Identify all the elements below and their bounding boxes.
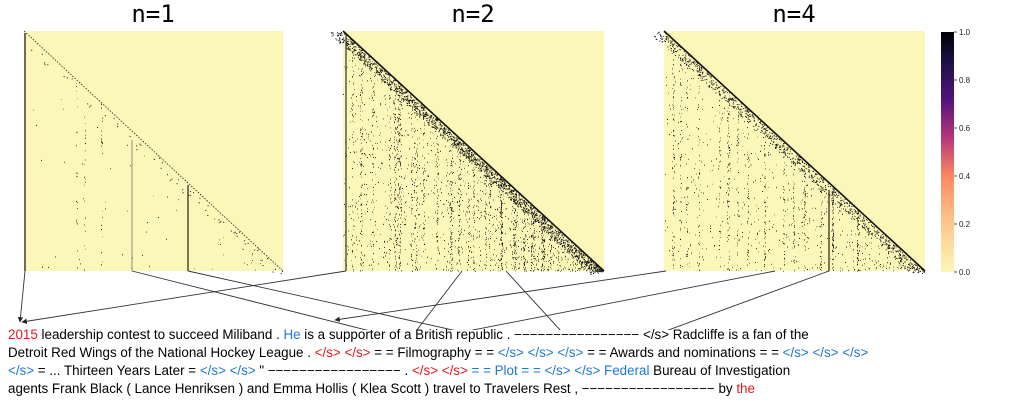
passage-line: agents Frank Black ( Lance Henriksen ) a… bbox=[8, 380, 1022, 398]
passage-line: 2015 leadership contest to succeed Milib… bbox=[8, 326, 1022, 344]
connector-arrow bbox=[22, 271, 346, 322]
connector-arrow bbox=[132, 271, 394, 330]
text-passage: 2015 leadership contest to succeed Milib… bbox=[8, 326, 1022, 398]
highlighted-token: </s> bbox=[8, 363, 34, 378]
highlighted-token: </s> </s> </s> bbox=[498, 345, 584, 360]
connector-arrow bbox=[410, 271, 462, 330]
passage-text: = = Filmography = = bbox=[371, 345, 498, 360]
highlighted-token: </s> </s> bbox=[315, 345, 371, 360]
colorbar-tick-label: 0.4 bbox=[959, 172, 971, 181]
highlighted-token: 2015 bbox=[8, 327, 38, 342]
highlighted-token: He bbox=[283, 327, 300, 342]
panel-title-n1: n=1 bbox=[131, 0, 174, 28]
passage-text: = ... Thirteen Years Later = bbox=[34, 363, 200, 378]
colorbar-tick-label: 0.2 bbox=[959, 220, 971, 229]
connector-arrow bbox=[188, 271, 565, 330]
highlighted-token: </s> </s> bbox=[200, 363, 256, 378]
highlighted-token: </s> </s> </s> bbox=[783, 345, 869, 360]
passage-text: agents Frank Black ( Lance Henriksen ) a… bbox=[8, 381, 736, 396]
connector-arrows bbox=[20, 271, 829, 330]
passage-line: </s> = ... Thirteen Years Later = </s> <… bbox=[8, 362, 1022, 380]
highlighted-token: </s> </s> bbox=[412, 363, 468, 378]
passage-text: = = Awards and nominations = = bbox=[583, 345, 782, 360]
colorbar-tick-label: 0.6 bbox=[959, 124, 971, 133]
highlighted-token: = = Plot = = </s> </s> Federal bbox=[468, 363, 650, 378]
colorbar-tick-label: 0.8 bbox=[959, 76, 971, 85]
connector-arrow bbox=[335, 271, 666, 320]
passage-text: " −−−−−−−−−−−−−−−−− . bbox=[256, 363, 412, 378]
passage-text: leadership contest to succeed Miliband . bbox=[38, 327, 284, 342]
passage-text: is a supporter of a British republic . −… bbox=[301, 327, 809, 342]
connector-arrow bbox=[20, 271, 25, 322]
passage-line: Detroit Red Wings of the National Hockey… bbox=[8, 344, 1022, 362]
colorbar bbox=[941, 32, 954, 272]
attention-figure: n=1 n=2 n=4 1.0 0.8 0.6 bbox=[0, 0, 1026, 330]
connector-arrow bbox=[595, 271, 829, 330]
colorbar-tick-label: 1.0 bbox=[959, 28, 971, 37]
panel-title-n2: n=2 bbox=[451, 0, 494, 28]
colorbar-tick-label: 0.0 bbox=[959, 268, 971, 277]
highlighted-token: the bbox=[736, 381, 755, 396]
passage-text: Detroit Red Wings of the National Hockey… bbox=[8, 345, 315, 360]
panel-title-n4: n=4 bbox=[772, 0, 815, 28]
colorbar-ticks bbox=[954, 32, 957, 272]
passage-text: Bureau of Investigation bbox=[649, 363, 790, 378]
